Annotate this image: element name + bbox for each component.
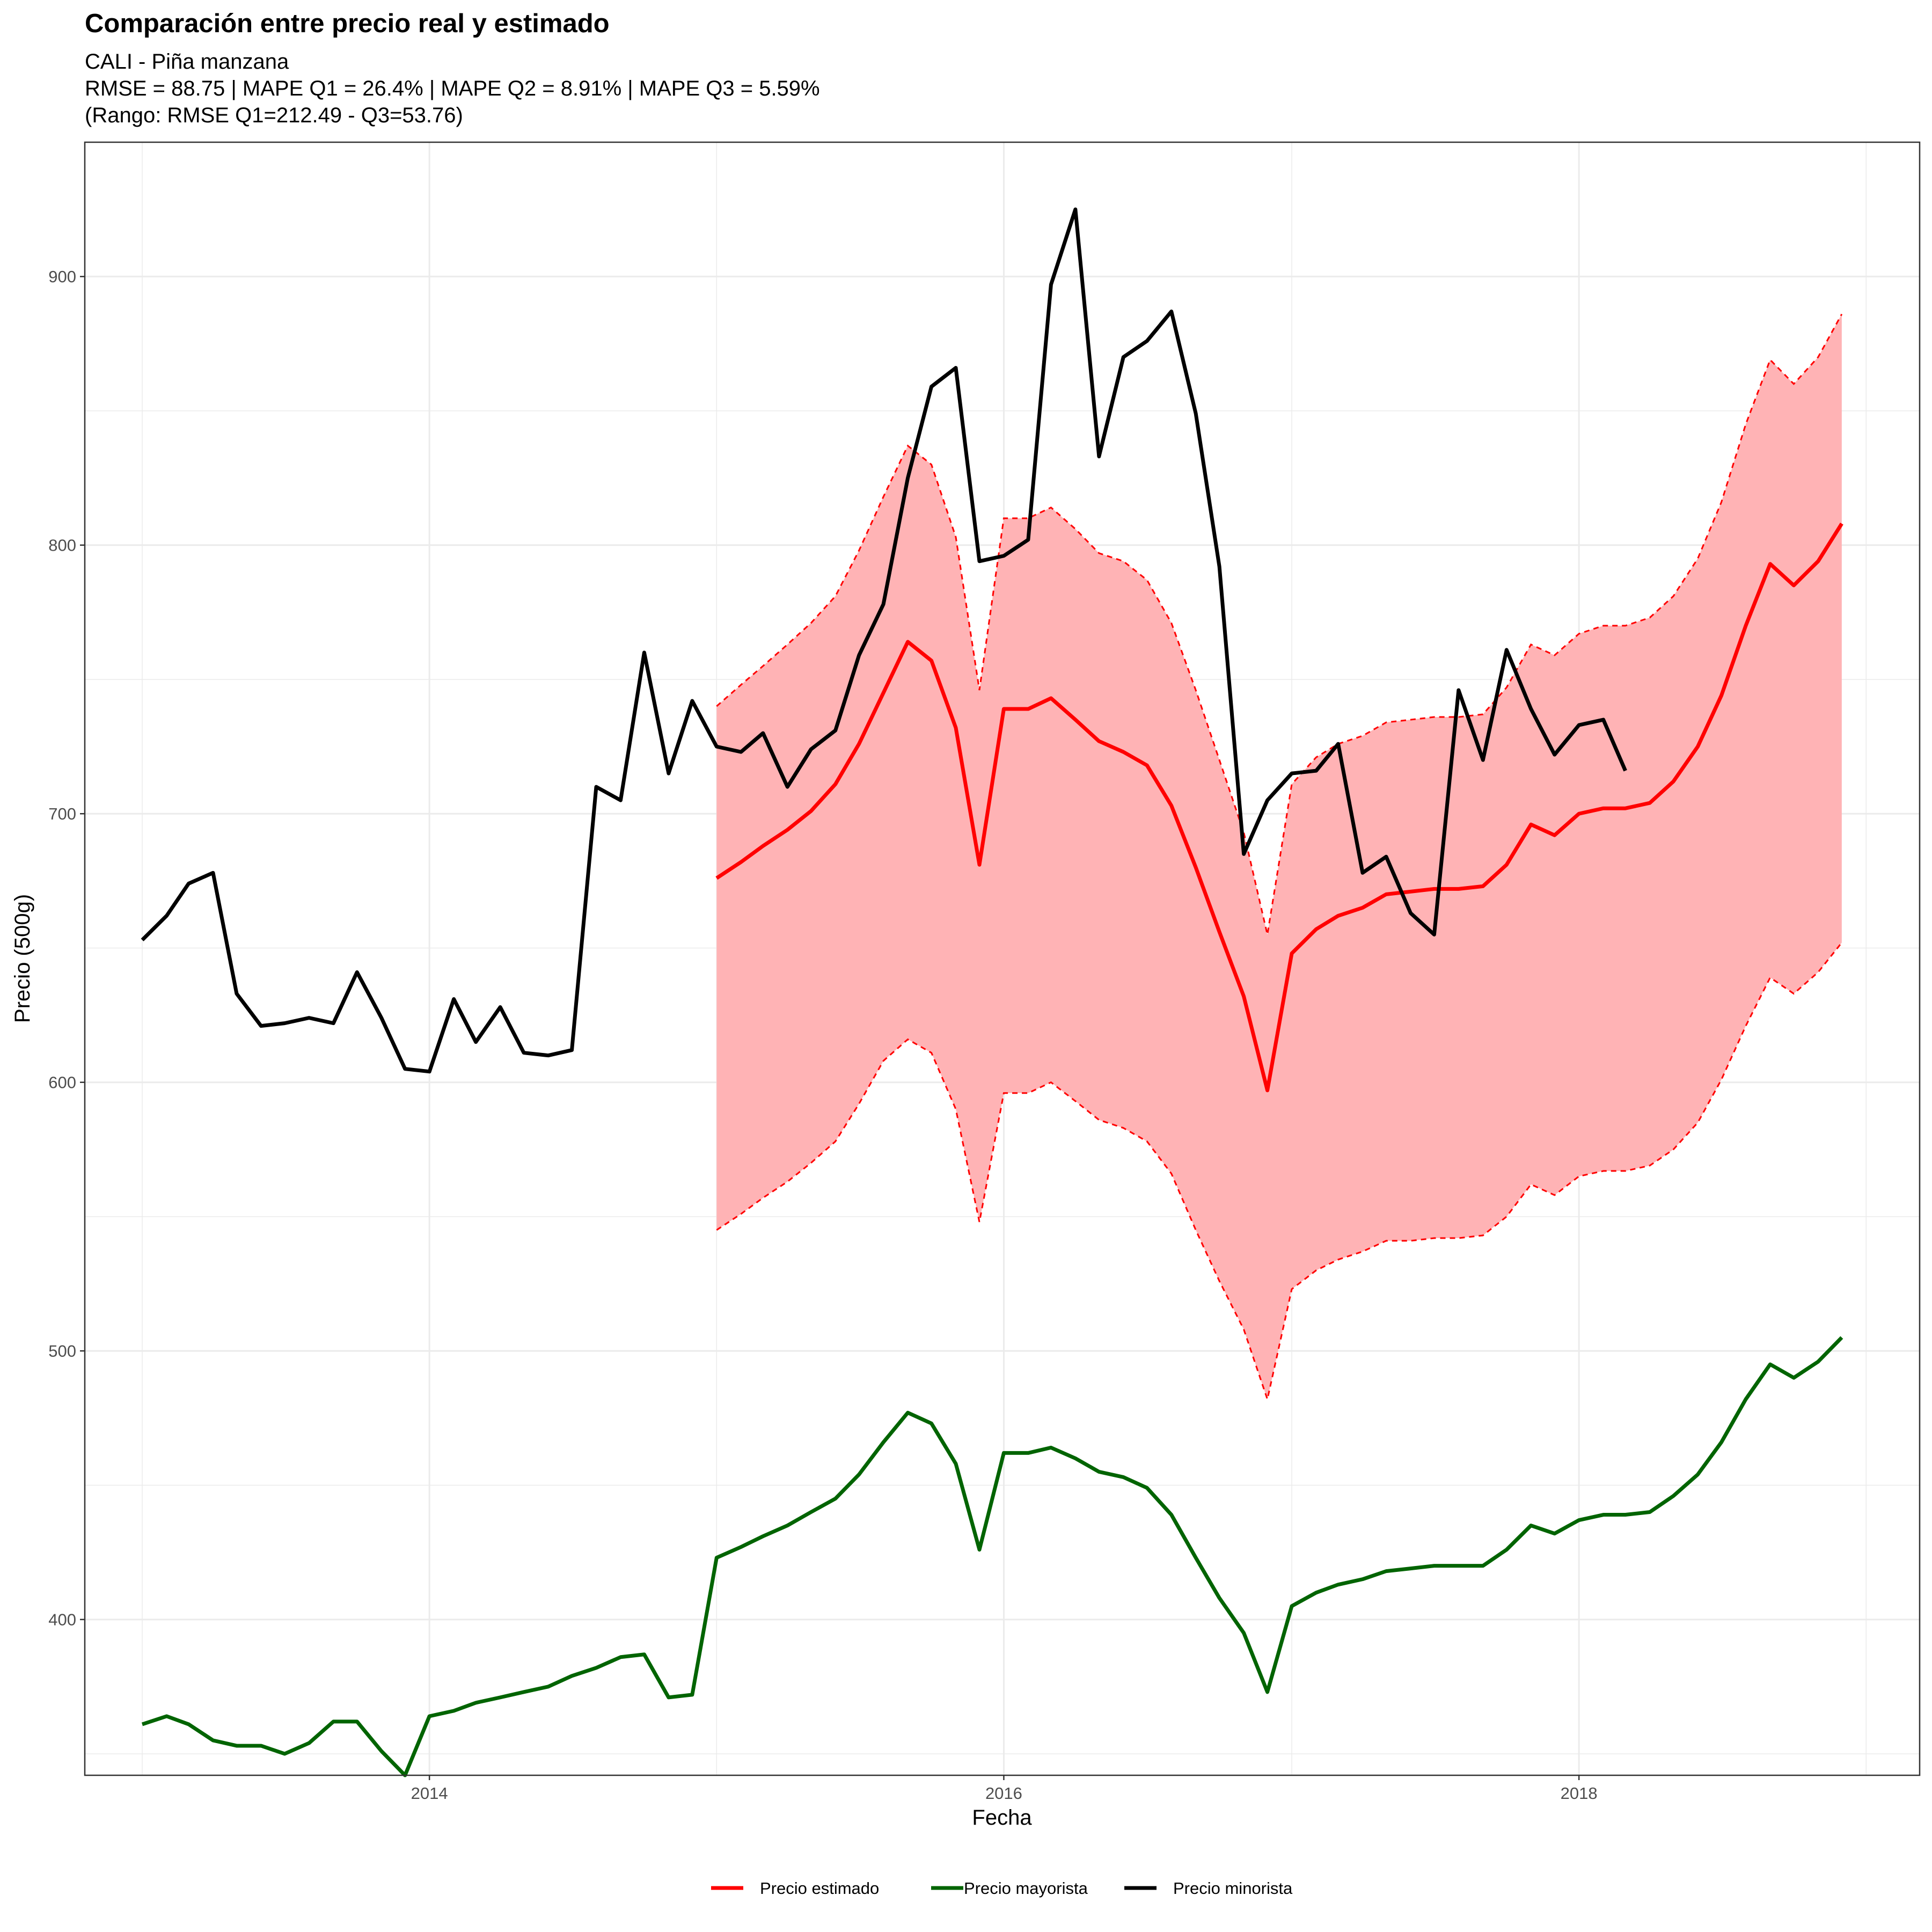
x-axis-title: Fecha (972, 1806, 1032, 1829)
axis-tick-labels: 400 500 600 700 800 900 2014 2016 2018 (48, 267, 1597, 1803)
legend-label-precio-estimado: Precio estimado (760, 1879, 879, 1898)
series-line-precio-estimado (715, 522, 1843, 1093)
y-axis-title: Precio (500g) (11, 894, 34, 1023)
ribbon-layer (716, 313, 1843, 1402)
x-tick-label: 2016 (985, 1784, 1022, 1803)
y-tick-label: 600 (48, 1073, 76, 1092)
legend-label-precio-minorista: Precio minorista (1173, 1879, 1293, 1898)
plot-border (84, 141, 1921, 1776)
x-tick-label: 2018 (1561, 1784, 1598, 1803)
chart-title: Comparación entre precio real y estimado (85, 9, 610, 38)
series-layer (141, 207, 1843, 1777)
axis-ticks (80, 275, 1580, 1780)
series-line-precio-minorista (141, 207, 1627, 1074)
chart-subtitle-line-2: RMSE = 88.75 | MAPE Q1 = 26.4% | MAPE Q2… (85, 77, 820, 100)
y-tick-label: 400 (48, 1611, 76, 1629)
y-tick-label: 500 (48, 1342, 76, 1360)
chart-subtitle-line-3: (Rango: RMSE Q1=212.49 - Q3=53.76) (85, 104, 463, 127)
upper-bound-line (716, 313, 1843, 935)
chart-subtitle-line-1: CALI - Piña manzana (85, 50, 289, 74)
series-line-precio-mayorista (141, 1336, 1843, 1777)
legend-label-precio-mayorista: Precio mayorista (964, 1879, 1088, 1898)
legend: Precio estimado Precio mayorista Precio … (711, 1879, 1293, 1898)
x-tick-label: 2014 (411, 1784, 448, 1803)
y-tick-label: 700 (48, 804, 76, 823)
prediction-interval-band (716, 314, 1842, 1400)
y-tick-label: 900 (48, 267, 76, 286)
y-tick-label: 800 (48, 536, 76, 555)
lower-bound-line (716, 942, 1843, 1402)
